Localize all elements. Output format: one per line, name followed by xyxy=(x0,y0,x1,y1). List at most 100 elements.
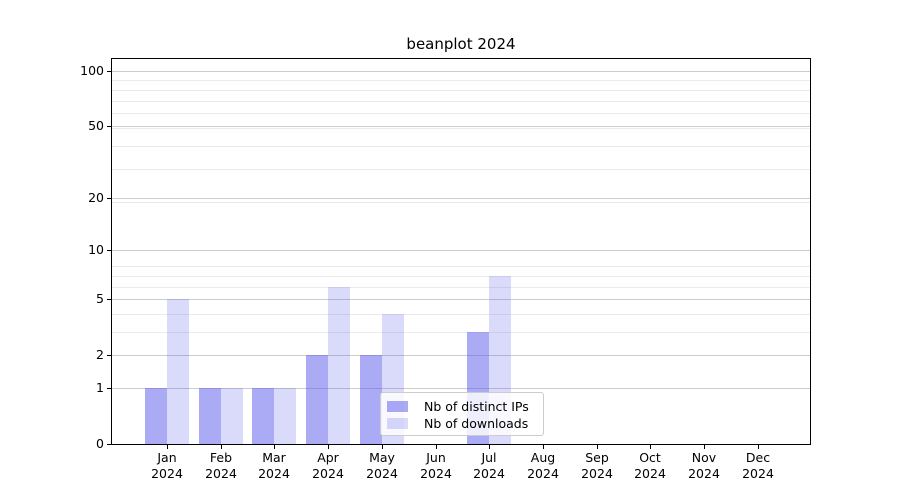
x-tick-year: 2024 xyxy=(688,465,720,481)
bar-distinct-ips xyxy=(306,355,328,444)
gridline-major xyxy=(112,126,810,127)
y-tick-label: 10 xyxy=(88,242,104,257)
y-tick-mark xyxy=(107,250,111,251)
y-tick-label: 2 xyxy=(96,347,104,362)
x-tick-mark xyxy=(328,445,329,449)
bar-downloads xyxy=(274,388,296,444)
y-tick-label: 0 xyxy=(96,436,104,451)
y-tick-label: 1 xyxy=(96,380,104,395)
x-tick-mark xyxy=(221,445,222,449)
grid-layer xyxy=(112,59,810,444)
x-tick-mark xyxy=(167,445,168,449)
x-tick-month: Feb xyxy=(209,450,233,465)
y-tick-label: 50 xyxy=(88,118,104,133)
gridline-minor xyxy=(112,202,810,203)
gridline-minor xyxy=(112,266,810,267)
x-tick-month: Mar xyxy=(262,450,286,465)
legend-swatch-distinct-ips xyxy=(387,401,408,412)
y-tick-label: 20 xyxy=(88,190,104,205)
plot-area xyxy=(111,58,811,445)
bar-downloads xyxy=(328,287,350,444)
x-tick-label: Sep 2024 xyxy=(567,450,627,481)
x-tick-label: Jul 2024 xyxy=(459,450,519,481)
y-tick-mark xyxy=(107,299,111,300)
gridline-minor xyxy=(112,80,810,81)
x-tick-year: 2024 xyxy=(634,465,666,481)
gridline-minor xyxy=(112,287,810,288)
bar-distinct-ips xyxy=(145,388,167,444)
x-tick-year: 2024 xyxy=(742,465,774,481)
gridline-major xyxy=(112,355,810,356)
legend: Nb of distinct IPs Nb of downloads xyxy=(380,392,544,436)
x-tick-mark xyxy=(650,445,651,449)
y-tick-mark xyxy=(107,71,111,72)
x-tick-mark xyxy=(489,445,490,449)
bar-downloads xyxy=(167,299,189,444)
x-tick-year: 2024 xyxy=(205,465,237,481)
x-tick-month: Sep xyxy=(585,450,609,465)
x-tick-year: 2024 xyxy=(527,465,559,481)
gridline-minor xyxy=(112,146,810,147)
x-tick-month: May xyxy=(369,450,395,465)
x-tick-year: 2024 xyxy=(473,465,505,481)
x-tick-month: Oct xyxy=(639,450,661,465)
legend-label-downloads: Nb of downloads xyxy=(424,416,529,431)
legend-label-distinct-ips: Nb of distinct IPs xyxy=(424,399,529,414)
x-tick-year: 2024 xyxy=(312,465,344,481)
y-tick-mark xyxy=(107,126,111,127)
x-tick-month: Apr xyxy=(317,450,339,465)
legend-swatch-downloads xyxy=(387,418,408,429)
x-tick-month: Dec xyxy=(745,450,771,465)
x-tick-label: Dec 2024 xyxy=(728,450,788,481)
x-tick-month: Aug xyxy=(530,450,556,465)
x-tick-month: Jan xyxy=(157,450,177,465)
x-tick-mark xyxy=(436,445,437,449)
y-tick-mark xyxy=(107,355,111,356)
gridline-minor xyxy=(112,169,810,170)
x-tick-year: 2024 xyxy=(366,465,398,481)
x-tick-label: Jan 2024 xyxy=(137,450,197,481)
gridline-minor xyxy=(112,128,810,129)
gridline-minor xyxy=(112,314,810,315)
x-tick-label: Aug 2024 xyxy=(513,450,573,481)
gridline-minor xyxy=(112,276,810,277)
bar-distinct-ips xyxy=(252,388,274,444)
x-tick-year: 2024 xyxy=(151,465,183,481)
y-tick-label: 5 xyxy=(96,291,104,306)
gridline-major xyxy=(112,198,810,199)
x-tick-mark xyxy=(274,445,275,449)
gridline-major xyxy=(112,299,810,300)
x-tick-year: 2024 xyxy=(258,465,290,481)
x-tick-label: Apr 2024 xyxy=(298,450,358,481)
y-tick-mark xyxy=(107,444,111,445)
x-tick-mark xyxy=(597,445,598,449)
legend-entry-distinct-ips: Nb of distinct IPs xyxy=(387,398,543,415)
gridline-major xyxy=(112,71,810,72)
x-tick-month: Jun xyxy=(426,450,446,465)
x-tick-year: 2024 xyxy=(581,465,613,481)
gridline-minor xyxy=(112,90,810,91)
x-tick-mark xyxy=(543,445,544,449)
chart-title: beanplot 2024 xyxy=(406,35,516,53)
x-tick-mark xyxy=(758,445,759,449)
x-tick-label: Feb 2024 xyxy=(191,450,251,481)
y-tick-mark xyxy=(107,388,111,389)
gridline-minor xyxy=(112,101,810,102)
gridline-major xyxy=(112,250,810,251)
y-tick-mark xyxy=(107,198,111,199)
x-tick-year: 2024 xyxy=(420,465,452,481)
x-tick-month: Jul xyxy=(481,450,497,465)
x-tick-label: Mar 2024 xyxy=(244,450,304,481)
gridline-minor xyxy=(112,113,810,114)
bar-layer xyxy=(112,59,810,444)
x-tick-label: Oct 2024 xyxy=(620,450,680,481)
x-tick-label: Jun 2024 xyxy=(406,450,466,481)
x-tick-month: Nov xyxy=(691,450,717,465)
x-tick-label: Nov 2024 xyxy=(674,450,734,481)
bar-distinct-ips xyxy=(360,355,382,444)
x-tick-mark xyxy=(382,445,383,449)
bar-downloads xyxy=(221,388,243,444)
gridline-major xyxy=(112,388,810,389)
y-tick-label: 100 xyxy=(80,63,104,78)
